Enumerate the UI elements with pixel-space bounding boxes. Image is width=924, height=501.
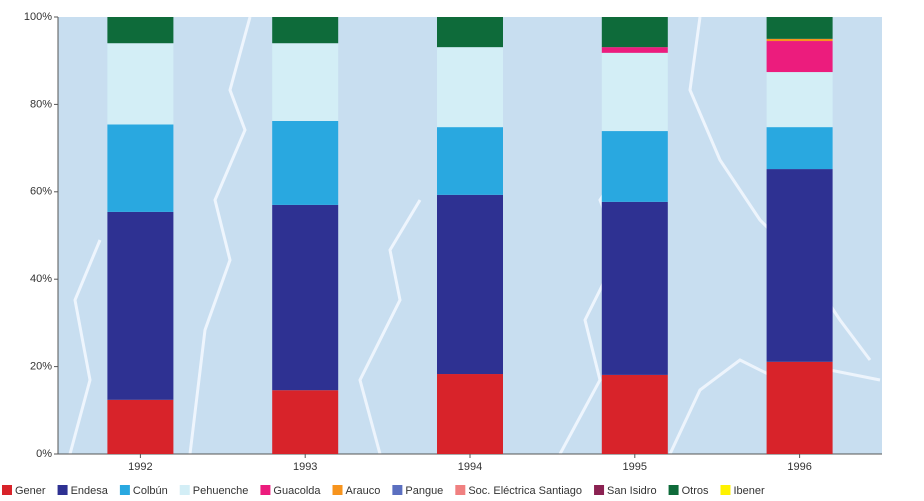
x-tick-label: 1994	[458, 461, 482, 473]
bar-segment	[601, 374, 668, 454]
legend-swatch	[332, 485, 343, 495]
bar-segment	[766, 41, 833, 73]
bar-segment	[601, 201, 668, 375]
bar-segment	[601, 131, 668, 202]
bar-segment	[437, 374, 503, 454]
bar-segment	[766, 127, 833, 170]
bar-segment	[766, 17, 833, 39]
legend-swatch	[720, 485, 731, 495]
y-tick-label: 80%	[30, 98, 52, 110]
bar-segment	[601, 52, 668, 132]
legend-label: Pehuenche	[193, 485, 249, 497]
bar-segment	[601, 47, 668, 53]
y-tick-label: 60%	[30, 186, 52, 198]
legend-label: Colbún	[133, 485, 168, 497]
bar-segment	[437, 127, 503, 195]
bar-segment	[272, 43, 339, 122]
bar-segment	[437, 194, 503, 375]
legend-label: Otros	[682, 485, 709, 497]
bar-segment	[766, 72, 833, 128]
x-tick-label: 1993	[293, 461, 317, 473]
legend-swatch	[668, 485, 679, 495]
bar-segment	[272, 17, 339, 44]
legend-label: Soc. Eléctrica Santiago	[468, 485, 582, 497]
legend-swatch	[392, 485, 403, 495]
y-tick-label: 40%	[30, 273, 52, 285]
bar-segment	[272, 121, 339, 205]
bar-segment	[766, 169, 833, 362]
bar-segment	[107, 17, 174, 44]
legend-swatch	[57, 485, 68, 495]
legend-swatch	[179, 485, 190, 495]
legend-swatch	[2, 485, 12, 495]
bar-segment	[766, 361, 833, 454]
bar-segment	[107, 399, 174, 454]
legend-label: San Isidro	[607, 485, 657, 497]
y-tick-label: 20%	[30, 361, 52, 373]
legend-swatch	[594, 485, 605, 495]
bar-segment	[272, 390, 339, 454]
legend-swatch	[119, 485, 130, 495]
legend-label: Guacolda	[273, 485, 321, 497]
bar-segment	[272, 204, 339, 391]
bar-segment	[107, 124, 174, 212]
legend-swatch	[455, 485, 466, 495]
legend-label: Pangue	[405, 485, 443, 497]
x-tick-label: 1995	[623, 461, 647, 473]
x-tick-label: 1992	[128, 461, 152, 473]
legend-swatch	[260, 485, 271, 495]
legend-label: Ibener	[733, 485, 765, 497]
bar-segment	[766, 38, 833, 42]
legend-label: Endesa	[71, 485, 109, 497]
bar-segment	[107, 211, 174, 400]
x-tick-label: 1996	[787, 461, 811, 473]
bar-segment	[601, 17, 668, 48]
y-tick-label: 100%	[24, 11, 52, 23]
legend-label: Gener	[15, 485, 46, 497]
legend-label: Arauco	[346, 485, 381, 497]
bar-segment	[437, 17, 503, 48]
y-tick-label: 0%	[36, 448, 52, 460]
bar-segment	[437, 47, 503, 128]
bar-segment	[107, 43, 174, 125]
